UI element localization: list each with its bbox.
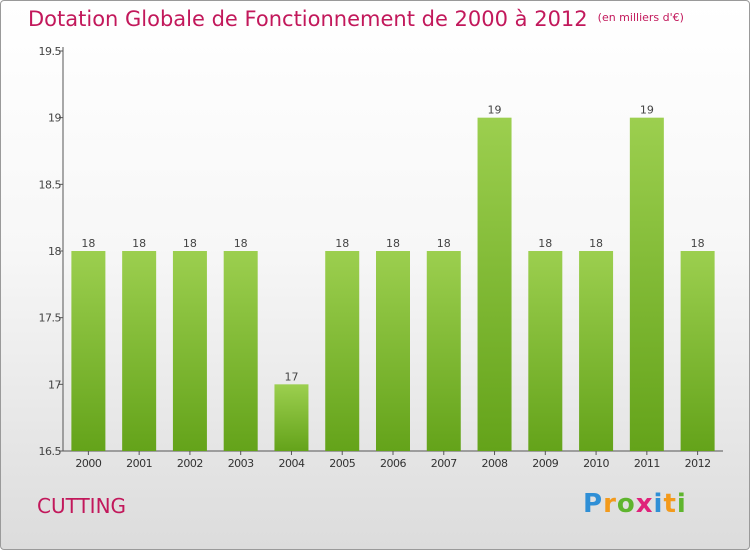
logo-letter: x — [635, 489, 654, 519]
data-label: 18 — [437, 237, 451, 250]
x-tick-label: 2010 — [583, 457, 609, 470]
commune-name: CUTTING — [37, 494, 127, 518]
x-tick-label: 2008 — [482, 457, 508, 470]
y-tick-label: 16.5 — [39, 445, 62, 458]
x-tick-label: 2012 — [685, 457, 711, 470]
data-label: 18 — [538, 237, 552, 250]
bar — [325, 251, 360, 451]
x-tick-label: 2001 — [126, 457, 152, 470]
bar — [172, 251, 207, 451]
bar — [122, 251, 157, 451]
y-tick-label: 17.5 — [39, 312, 62, 325]
chart-unit-note: (en milliers d'€) — [597, 11, 684, 24]
data-label: 18 — [81, 237, 95, 250]
bar — [426, 251, 461, 451]
chart-bars — [71, 117, 715, 452]
bar — [528, 251, 563, 451]
chart-labels: 2000 18 2001 18 2002 18 2003 18 2004 17 2005 18 2006… — [75, 104, 711, 470]
bar — [629, 117, 664, 452]
x-tick-label: 2002 — [177, 457, 203, 470]
data-label: 18 — [335, 237, 349, 250]
y-tick-label: 18.5 — [39, 178, 62, 191]
x-tick-label: 2009 — [532, 457, 558, 470]
data-label: 18 — [386, 237, 400, 250]
x-tick-label: 2005 — [329, 457, 355, 470]
logo-letter: i — [653, 489, 664, 519]
chart-title: Dotation Globale de Fonctionnement de 20… — [28, 7, 684, 31]
data-label: 18 — [132, 237, 146, 250]
bar — [477, 117, 512, 452]
data-label: 18 — [589, 237, 603, 250]
data-label: 19 — [488, 104, 502, 117]
logo-letter: P — [583, 489, 604, 519]
x-tick-label: 2003 — [228, 457, 254, 470]
data-label: 18 — [234, 237, 248, 250]
x-tick-label: 2011 — [634, 457, 660, 470]
proxiti-logo: Proxiti — [583, 489, 687, 519]
x-tick-label: 2000 — [75, 457, 101, 470]
y-tick-label: 17 — [48, 378, 61, 391]
bar — [71, 251, 106, 451]
bar — [223, 251, 258, 451]
data-label: 19 — [640, 104, 654, 117]
y-tick-label: 19.5 — [39, 45, 62, 58]
bar — [579, 251, 614, 451]
data-label: 18 — [691, 237, 705, 250]
logo-letter: t — [663, 489, 677, 519]
chart-title-text: Dotation Globale de Fonctionnement de 20… — [28, 7, 588, 31]
x-tick-label: 2004 — [278, 457, 304, 470]
logo-letter: i — [676, 489, 687, 519]
y-tick-label: 18 — [48, 245, 61, 258]
logo-letter: r — [603, 489, 617, 519]
data-label: 18 — [183, 237, 197, 250]
logo-letter: o — [616, 489, 636, 519]
bar — [274, 384, 309, 451]
data-label: 17 — [284, 370, 298, 383]
y-tick-label: 19 — [48, 112, 61, 125]
bar — [376, 251, 410, 451]
bar — [680, 251, 715, 451]
x-tick-label: 2007 — [431, 457, 457, 470]
x-tick-label: 2006 — [380, 457, 406, 470]
